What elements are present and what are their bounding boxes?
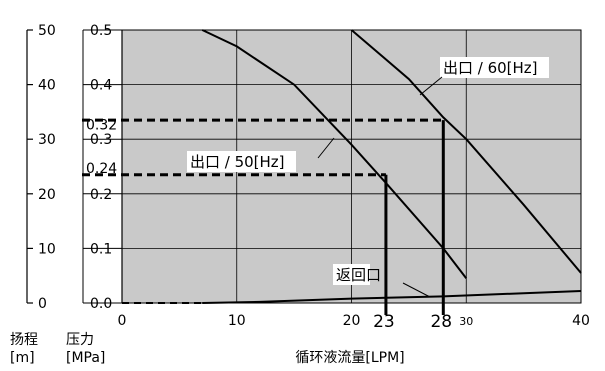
series-label-1: 出口 / 60[Hz] <box>443 59 538 77</box>
pressure-tick-label-0.5: 0.5 <box>90 23 112 39</box>
head-tick-label-40: 40 <box>38 78 56 94</box>
pressure-tick-label-0.1: 0.1 <box>90 241 112 257</box>
head-tick-label-10: 10 <box>38 241 56 257</box>
head-axis-title: 扬程 <box>10 332 38 348</box>
series-label-bg-2 <box>333 264 370 285</box>
head-tick-label-0: 0 <box>38 296 47 312</box>
head-axis-unit: [m] <box>10 350 35 366</box>
x-axis-title: 循环液流量[LPM] <box>295 350 404 366</box>
head-tick-label-20: 20 <box>38 187 56 203</box>
pressure-tick-label-0.3: 0.3 <box>90 132 112 148</box>
series-label-0: 出口 / 50[Hz] <box>190 153 285 171</box>
series-leader-1 <box>419 76 443 96</box>
x-tick-label-0: 0 <box>118 313 127 329</box>
pressure-tick-label-0.4: 0.4 <box>90 78 112 94</box>
series-label-2: 返回口 <box>336 266 381 284</box>
series-label-bg-0 <box>187 151 296 172</box>
pressure-axis-unit: [MPa] <box>66 350 105 366</box>
x-tick-label-40: 40 <box>572 313 590 329</box>
pressure-tick-label-0.0: 0.0 <box>90 296 112 312</box>
pressure-tick-label-0.2: 0.2 <box>90 187 112 203</box>
x-tick-label-10: 10 <box>228 313 246 329</box>
x-mark-label-23: 23 <box>373 312 395 332</box>
series-line-1 <box>350 29 582 274</box>
x-tick-label-20: 20 <box>343 313 361 329</box>
x-mark-label-28: 28 <box>430 312 452 332</box>
series-leader-2 <box>402 282 431 298</box>
head-tick-label-30: 30 <box>38 132 56 148</box>
series-leader-0 <box>317 137 335 159</box>
series-line-2 <box>202 290 582 304</box>
series-label-bg-1 <box>440 57 549 78</box>
pressure-axis-title: 压力 <box>66 332 94 348</box>
pressure-mark-label-0.24: 0.24 <box>86 161 117 177</box>
x-tick-label-30: 30 <box>459 315 473 328</box>
head-tick-label-50: 50 <box>38 23 56 39</box>
